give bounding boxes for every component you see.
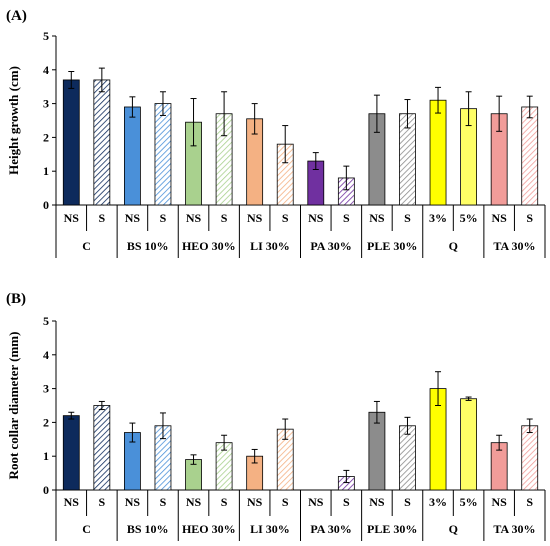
y-tick-label: 5 xyxy=(43,314,49,328)
x-sub-label: S xyxy=(343,211,350,225)
x-group-label: Q xyxy=(449,522,458,536)
x-group-label: C xyxy=(82,522,91,536)
x-sub-label: 3% xyxy=(429,211,447,225)
y-tick-label: 1 xyxy=(43,449,49,463)
panel-label: (B) xyxy=(6,291,26,307)
bar xyxy=(368,411,386,491)
x-sub-label: NS xyxy=(64,495,80,509)
x-sub-label: NS xyxy=(491,211,507,225)
y-tick-label: 2 xyxy=(43,415,49,429)
y-axis-label: Height growth (cm) xyxy=(6,66,21,175)
x-sub-label: S xyxy=(160,495,167,509)
x-sub-label: NS xyxy=(186,211,202,225)
bar xyxy=(62,415,80,491)
x-sub-label: NS xyxy=(186,495,202,509)
bar xyxy=(521,106,539,206)
x-group-label: TA 30% xyxy=(493,522,535,536)
x-group-label: PLE 30% xyxy=(367,239,417,253)
x-sub-label: S xyxy=(282,211,289,225)
bar xyxy=(399,425,416,491)
x-group-label: HEO 30% xyxy=(182,239,236,253)
x-group-label: Q xyxy=(449,239,458,253)
x-sub-label: S xyxy=(404,495,411,509)
y-tick-label: 2 xyxy=(43,130,49,144)
x-sub-label: 5% xyxy=(460,495,478,509)
bar xyxy=(154,103,172,206)
bar xyxy=(429,99,447,206)
x-sub-label: S xyxy=(160,211,167,225)
x-group-label: PLE 30% xyxy=(367,522,417,536)
x-sub-label: S xyxy=(221,211,228,225)
x-group-label: C xyxy=(82,239,91,253)
bar xyxy=(460,398,477,491)
x-sub-label: NS xyxy=(308,211,324,225)
x-sub-label: S xyxy=(221,495,228,509)
bar xyxy=(93,405,111,491)
x-sub-label: NS xyxy=(125,495,141,509)
y-tick-label: 3 xyxy=(43,97,49,111)
x-group-label: TA 30% xyxy=(493,239,535,253)
x-sub-label: S xyxy=(282,495,289,509)
x-sub-label: S xyxy=(343,495,350,509)
panel-label: (A) xyxy=(6,8,27,24)
x-group-label: LI 30% xyxy=(250,522,290,536)
y-tick-label: 5 xyxy=(43,29,49,43)
x-sub-label: NS xyxy=(125,211,141,225)
bar xyxy=(124,106,141,206)
x-sub-label: S xyxy=(99,495,106,509)
x-sub-label: NS xyxy=(308,495,324,509)
x-sub-label: S xyxy=(404,211,411,225)
y-tick-label: 4 xyxy=(43,63,49,77)
x-sub-label: NS xyxy=(369,495,385,509)
y-tick-label: 1 xyxy=(43,164,49,178)
y-axis-label: Root collar diameter (mm) xyxy=(6,332,21,480)
x-sub-label: S xyxy=(526,211,533,225)
x-group-label: LI 30% xyxy=(250,239,290,253)
x-sub-label: NS xyxy=(369,211,385,225)
x-sub-label: NS xyxy=(64,211,80,225)
x-sub-label: S xyxy=(99,211,106,225)
y-tick-label: 4 xyxy=(43,348,49,362)
x-group-label: PA 30% xyxy=(310,239,351,253)
y-tick-label: 0 xyxy=(43,483,49,497)
x-sub-label: S xyxy=(526,495,533,509)
x-group-label: BS 10% xyxy=(127,239,169,253)
x-sub-label: NS xyxy=(491,495,507,509)
y-tick-label: 3 xyxy=(43,382,49,396)
x-sub-label: 5% xyxy=(460,211,478,225)
y-tick-label: 0 xyxy=(43,198,49,212)
bar xyxy=(521,425,539,491)
x-group-label: HEO 30% xyxy=(182,522,236,536)
x-sub-label: NS xyxy=(247,495,263,509)
x-group-label: PA 30% xyxy=(310,522,351,536)
x-group-label: BS 10% xyxy=(127,522,169,536)
x-sub-label: NS xyxy=(247,211,263,225)
bar xyxy=(62,79,80,206)
x-sub-label: 3% xyxy=(429,495,447,509)
bar xyxy=(93,79,111,206)
